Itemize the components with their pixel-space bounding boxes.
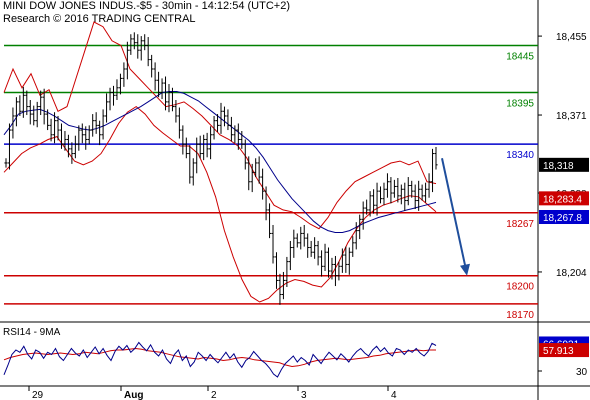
rsi-tag-label: 57.913 <box>543 346 574 357</box>
level-label-18395: 18395 <box>506 98 534 109</box>
x-tick-label: Aug <box>124 390 143 400</box>
level-label-18170: 18170 <box>506 310 534 321</box>
x-tick-label: 2 <box>211 390 217 400</box>
y-tick-label: 18,371 <box>556 111 587 122</box>
level-label-18445: 18445 <box>506 51 534 62</box>
rsi-line <box>3 341 437 378</box>
price-tag-box <box>539 210 589 225</box>
forecast-arrow-head <box>460 263 470 276</box>
x-tick-label: 3 <box>301 390 307 400</box>
chart-copyright: Research © 2016 TRADING CENTRAL <box>3 13 196 25</box>
moving-average-line <box>3 91 437 233</box>
x-tick-label: 4 <box>391 390 397 400</box>
forecast-arrow <box>441 158 467 270</box>
rsi-tag-box <box>539 343 589 358</box>
price-tag-label: 18,283.4 <box>543 194 582 205</box>
bollinger-upper-band <box>3 21 437 230</box>
level-label-18200: 18200 <box>506 282 534 293</box>
level-label-18340: 18340 <box>506 150 534 161</box>
rsi-y-tick-label: 30 <box>576 367 588 378</box>
x-tick-label: 29 <box>32 390 44 400</box>
price-tag-label: 18,318 <box>543 161 574 172</box>
y-tick-label: 18,204 <box>556 268 587 279</box>
level-label-18267: 18267 <box>506 219 534 230</box>
price-tag-label: 18,267.8 <box>543 213 582 224</box>
y-tick-label: 18,455 <box>556 32 587 43</box>
price-tag-box <box>539 157 589 172</box>
chart-title: MINI DOW JONES INDUS.-$5 - 30min - 14:12… <box>3 0 290 12</box>
bollinger-lower-band <box>3 105 437 303</box>
rsi-panel-title: RSI14 - 9MA <box>3 327 61 338</box>
price-tag-box <box>539 191 589 206</box>
